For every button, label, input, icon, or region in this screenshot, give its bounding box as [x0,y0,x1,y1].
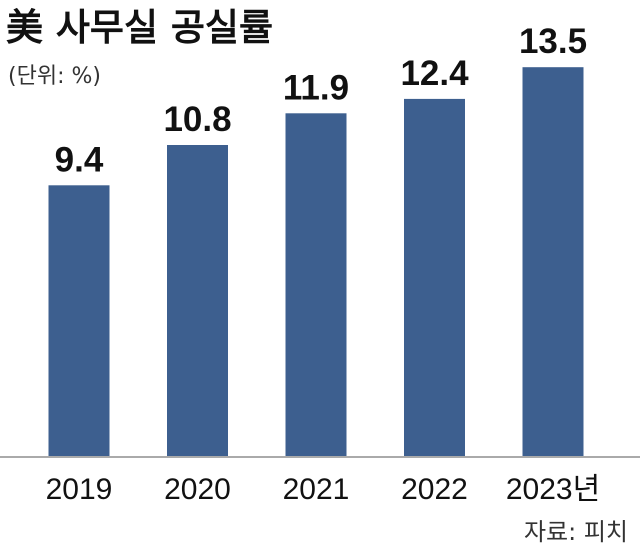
bar-2020 [167,145,228,456]
value-label-2020: 10.8 [163,100,231,139]
value-label-2019: 9.4 [55,140,104,179]
x-tick-label-2021: 2021 [283,473,350,506]
unit-label: (단위: %) [8,64,101,89]
bar-2021 [285,113,347,457]
value-label-2023년: 13.5 [519,22,587,61]
x-tick-label-2020: 2020 [164,473,231,506]
bar-2022 [404,98,465,457]
x-tick-label-2023년: 2023년 [506,473,600,506]
x-tick-labels: 2019 2020 2021 2022 2023년 [46,473,601,506]
source-label: 자료: 피치 [524,518,628,546]
bar-2023년 [522,67,584,456]
bar-2019 [48,185,110,457]
x-tick-label-2019: 2019 [46,473,113,506]
bars-layer: 9.4 10.8 11.9 12.4 13.5 [48,22,587,457]
value-label-2021: 11.9 [283,68,349,107]
chart-title: 美 사무실 공실률 [6,6,273,49]
value-label-2022: 12.4 [400,54,469,93]
x-tick-label-2022: 2022 [401,473,468,506]
